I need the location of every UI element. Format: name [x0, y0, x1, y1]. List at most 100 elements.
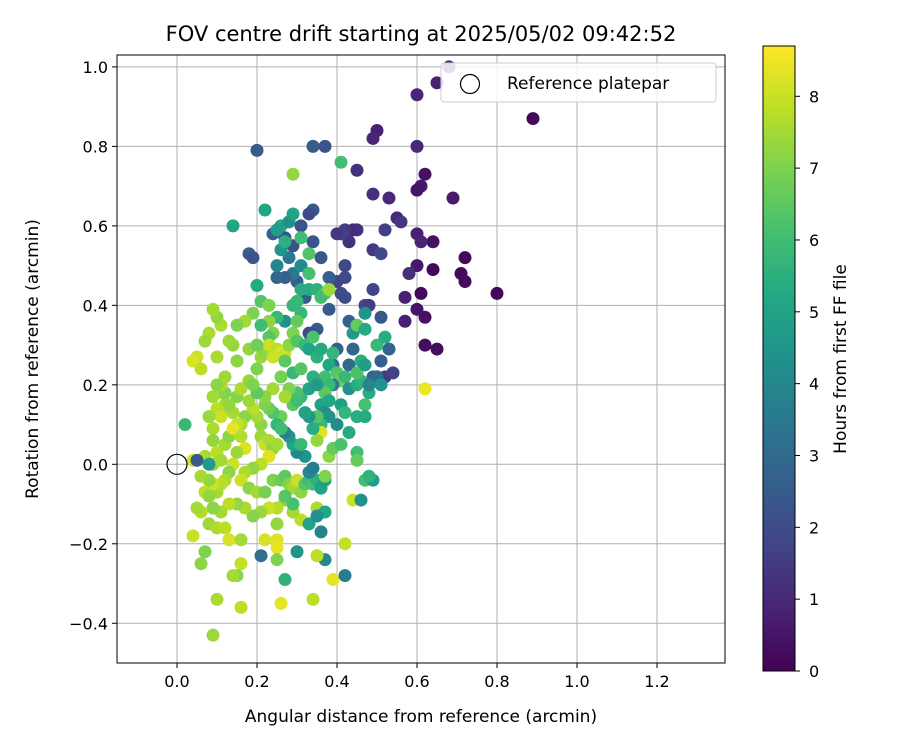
y-tick-label: 0.0: [83, 455, 108, 474]
colorbar-gradient: [762, 45, 796, 672]
data-point: [334, 437, 348, 451]
data-point: [302, 342, 316, 356]
data-point: [282, 251, 296, 265]
x-tick-label: 0.2: [244, 672, 269, 691]
data-point: [302, 247, 316, 261]
data-point: [234, 429, 248, 443]
data-point: [234, 382, 248, 396]
data-point: [206, 302, 220, 316]
data-point: [318, 469, 332, 483]
data-point: [382, 342, 396, 356]
data-point: [270, 517, 284, 531]
data-point: [202, 457, 216, 471]
data-point: [394, 215, 408, 229]
data-point: [270, 223, 284, 237]
data-point: [294, 282, 308, 296]
data-point: [322, 358, 336, 372]
data-point: [350, 366, 364, 380]
data-point: [382, 191, 396, 205]
data-point: [314, 525, 328, 539]
data-point: [322, 394, 336, 408]
data-point: [306, 235, 320, 249]
y-axis-label: Rotation from reference (arcmin): [23, 219, 43, 499]
data-point: [318, 139, 332, 153]
data-point: [314, 251, 328, 265]
data-point: [250, 338, 264, 352]
data-point: [246, 509, 260, 523]
data-point: [262, 449, 276, 463]
data-point: [294, 259, 308, 273]
data-point: [326, 346, 340, 360]
data-point: [306, 330, 320, 344]
data-point: [214, 453, 228, 467]
x-tick-label: 0.4: [324, 672, 349, 691]
data-point: [418, 167, 432, 181]
data-point: [458, 251, 472, 265]
data-point: [322, 282, 336, 296]
data-point: [242, 394, 256, 408]
data-point: [458, 275, 472, 289]
data-point: [302, 517, 316, 531]
data-point: [250, 362, 264, 376]
data-point: [274, 370, 288, 384]
data-point: [278, 489, 292, 503]
data-point: [342, 426, 356, 440]
data-point: [410, 88, 424, 102]
reference-platepar-marker: [166, 453, 188, 475]
data-point: [334, 155, 348, 169]
colorbar: 0 1 2 3 4 5 6 7 8 Hours from first FF file: [762, 45, 851, 681]
data-point: [342, 358, 356, 372]
data-point: [410, 259, 424, 273]
data-point: [386, 366, 400, 380]
data-point: [338, 370, 352, 384]
legend-label: Reference platepar: [507, 74, 669, 94]
data-point: [186, 529, 200, 543]
data-point: [270, 553, 284, 567]
data-point: [286, 167, 300, 181]
data-point: [206, 501, 220, 515]
scatter-points: [178, 60, 540, 642]
data-point: [362, 469, 376, 483]
data-point: [418, 310, 432, 324]
data-point: [254, 318, 268, 332]
data-point: [226, 219, 240, 233]
y-tick-label: 0.6: [83, 217, 108, 236]
data-point: [294, 437, 308, 451]
data-point: [310, 509, 324, 523]
colorbar-label: Hours from first FF file: [831, 264, 851, 454]
data-point: [426, 263, 440, 277]
y-tick-label: 1.0: [83, 58, 108, 77]
legend: Reference platepar: [440, 62, 717, 103]
colorbar-tick-label: 5: [809, 303, 819, 322]
data-point: [362, 378, 376, 392]
data-point: [194, 557, 208, 571]
data-point: [366, 282, 380, 296]
data-point: [222, 497, 236, 511]
data-point: [270, 271, 284, 285]
data-point: [342, 235, 356, 249]
data-point: [218, 521, 232, 535]
y-axis-ticks: −0.4 −0.2 0.0 0.2 0.4 0.6 0.8 1.0: [69, 58, 117, 633]
plot-frame: [116, 54, 726, 664]
data-point: [202, 489, 216, 503]
colorbar-tick-label: 2: [809, 518, 819, 537]
data-point: [190, 501, 204, 515]
data-point: [418, 338, 432, 352]
data-point: [338, 406, 352, 420]
data-point: [346, 342, 360, 356]
data-point: [302, 267, 316, 281]
data-point: [410, 302, 424, 316]
data-point: [366, 131, 380, 145]
data-point: [306, 461, 320, 475]
data-point: [254, 549, 268, 563]
data-point: [258, 533, 272, 547]
data-point: [250, 278, 264, 292]
data-point: [246, 378, 260, 392]
x-tick-label: 1.0: [564, 672, 589, 691]
colorbar-tick-label: 0: [809, 662, 819, 681]
data-point: [330, 227, 344, 241]
colorbar-tick-label: 4: [809, 375, 819, 394]
data-point: [294, 362, 308, 376]
data-point: [250, 143, 264, 157]
data-point: [378, 330, 392, 344]
